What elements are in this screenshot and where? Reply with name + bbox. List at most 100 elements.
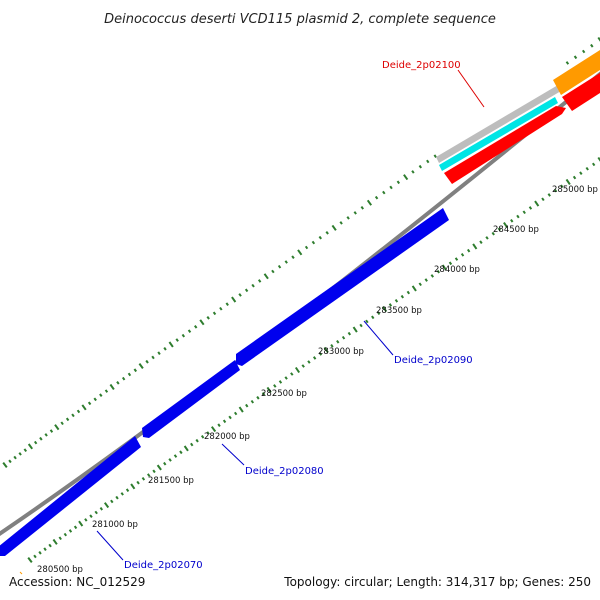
scale-tick-mark: [179, 450, 183, 455]
scale-tick-mark: [175, 338, 179, 342]
gene-arrow-deide-2p02090[interactable]: [236, 208, 449, 366]
scale-tick-mark: [168, 458, 172, 462]
scale-tick-mark: [222, 419, 227, 424]
scale-tick-mark: [418, 164, 423, 169]
scale-tick-mark: [27, 443, 34, 450]
scale-tick-mark: [291, 255, 295, 259]
tick-label: 282000 bp: [204, 432, 250, 442]
scale-tick-mark: [273, 384, 277, 388]
scale-tick-mark: [491, 231, 495, 236]
scale-tick-mark: [145, 359, 149, 364]
cyan-feature: [439, 97, 558, 171]
scale-tick-mark: [81, 404, 87, 411]
scale-tick-mark: [376, 311, 381, 315]
gene-arrow-deide-2p02080[interactable]: [142, 360, 240, 438]
scale-tick-mark: [528, 206, 533, 210]
leader-line-deide-2p02090: [363, 320, 394, 356]
scale-tick-mark: [33, 440, 38, 445]
gene-label-deide-2p02100[interactable]: Deide_2p02100: [382, 60, 461, 71]
inner-tick-ring: [27, 156, 600, 564]
scale-tick-mark: [251, 283, 255, 288]
scale-tick-mark: [278, 380, 283, 384]
scale-tick-mark: [38, 551, 42, 555]
scale-tick-mark: [339, 221, 343, 225]
map-title: Deinococcus deserti VCD115 plasmid 2, co…: [104, 12, 496, 27]
scale-tick-mark: [436, 269, 441, 274]
scale-tick-mark: [52, 538, 58, 545]
scale-tick-mark: [573, 55, 578, 60]
scale-tick-mark: [479, 240, 483, 244]
gene-label-deide-2p02080[interactable]: Deide_2p02080: [245, 466, 324, 477]
scale-tick-mark: [382, 306, 388, 313]
scale-tick-mark: [152, 469, 156, 474]
scale-tick-mark: [127, 372, 132, 377]
tick-label: 282500 bp: [261, 389, 307, 399]
scale-tick-mark: [231, 296, 237, 303]
scale-tick-mark: [65, 417, 70, 422]
gene-label-deide-2p02070[interactable]: Deide_2p02070: [124, 560, 203, 571]
scale-tick-mark: [104, 389, 109, 393]
scale-tick-mark: [534, 200, 540, 207]
scale-tick-mark: [411, 170, 415, 174]
scale-tick-mark: [406, 290, 411, 295]
scale-tick-mark: [89, 514, 93, 519]
scale-tick-mark: [472, 243, 478, 250]
scale-tick-mark: [341, 335, 346, 340]
tick-label: 284000 bp: [434, 265, 480, 275]
scale-tick-mark: [325, 231, 329, 235]
scale-tick-mark: [256, 396, 260, 400]
scale-tick-mark: [183, 445, 189, 452]
scale-tick-mark: [73, 525, 78, 530]
scale-tick-mark: [225, 302, 229, 306]
scale-tick-mark: [147, 473, 151, 477]
scale-tick-mark: [110, 499, 114, 504]
scale-tick-mark: [497, 227, 502, 232]
light-grey-feature: [436, 85, 561, 163]
scale-tick-mark: [454, 257, 459, 261]
scale-tick-mark: [585, 166, 589, 171]
scale-tick-mark: [121, 376, 126, 381]
scale-tick-mark: [382, 190, 386, 195]
scale-tick-mark: [263, 273, 269, 280]
scale-tick-mark: [353, 211, 357, 215]
scale-tick-mark: [541, 197, 545, 202]
scale-tick-mark: [360, 206, 365, 210]
scale-tick-mark: [466, 248, 471, 253]
scale-tick-mark: [187, 329, 192, 333]
scale-tick-mark: [374, 195, 379, 200]
gene-arrow-next-forward[interactable]: [562, 73, 600, 111]
scale-tick-mark: [93, 397, 97, 402]
scale-tick-mark: [424, 278, 428, 282]
gene-label-deide-2p02090[interactable]: Deide_2p02090: [394, 355, 473, 366]
scale-tick-mark: [78, 520, 84, 527]
scale-tick-mark: [99, 393, 103, 397]
scale-tick-mark: [13, 455, 17, 460]
outer-tick-ring: [2, 36, 600, 468]
scale-tick-mark: [219, 306, 223, 311]
scale-tick-mark: [116, 381, 120, 385]
scale-tick-mark: [323, 346, 329, 353]
scale-tick-mark: [516, 214, 520, 219]
scale-tick-mark: [590, 43, 594, 48]
scale-tick-mark: [238, 293, 242, 297]
leader-line-deide-2p02080: [221, 443, 245, 466]
tick-label: 285000 bp: [552, 185, 598, 195]
position-labels: 280500 bp 281000 bp 281500 bp 282000 bp …: [37, 185, 598, 575]
gene-arrow-deide-2p02070[interactable]: [0, 436, 141, 556]
scale-tick-mark: [18, 452, 22, 456]
scale-tick-mark: [8, 459, 12, 464]
scale-tick-mark: [168, 341, 174, 348]
gene-arrow-deide-2p02100[interactable]: [444, 106, 566, 184]
scale-tick-mark: [250, 399, 255, 404]
tick-label: 281000 bp: [92, 520, 138, 530]
scale-tick-mark: [403, 174, 409, 181]
scale-tick-mark: [365, 319, 369, 324]
scale-tick-mark: [301, 364, 305, 368]
scale-tick-mark: [63, 532, 68, 537]
scale-tick-mark: [597, 156, 600, 162]
scale-tick-mark: [60, 421, 64, 426]
scale-tick-mark: [441, 264, 447, 271]
scale-tick-mark: [294, 366, 301, 374]
scale-tick-mark: [156, 464, 162, 471]
